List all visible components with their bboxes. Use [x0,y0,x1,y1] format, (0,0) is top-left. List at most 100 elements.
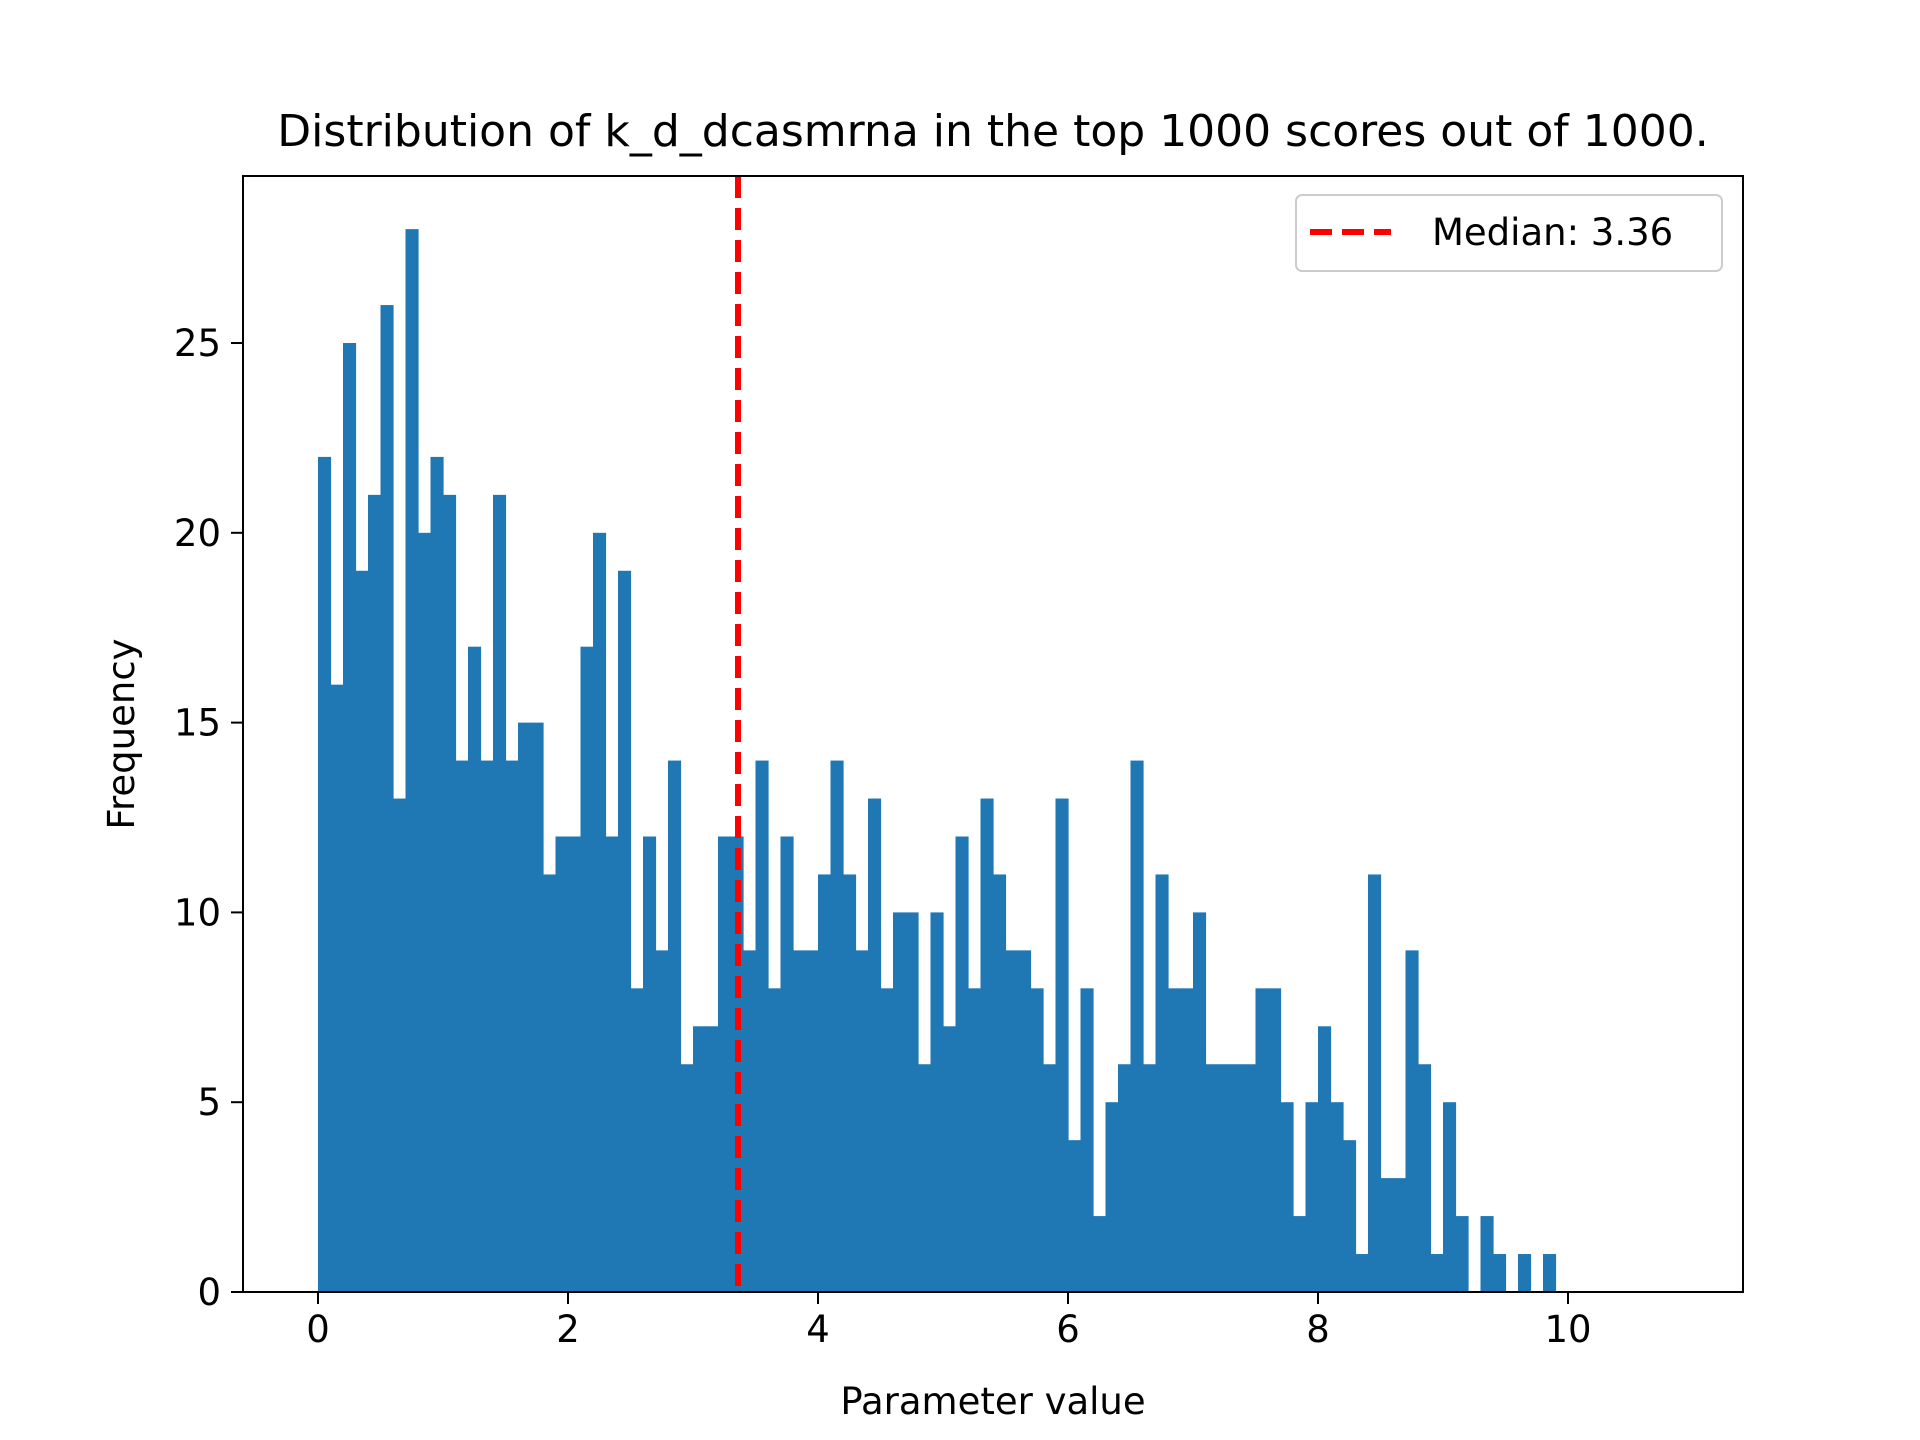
x-tick-label: 6 [1056,1308,1080,1351]
histogram-bar [1068,1140,1082,1292]
histogram-bar [830,760,844,1292]
legend: Median: 3.36 [1295,194,1723,272]
histogram-bar [980,798,994,1292]
histogram-bar [955,836,969,1292]
y-tick-label: 5 [197,1081,221,1124]
histogram-bar [430,456,444,1292]
histogram-bar [530,722,544,1292]
y-tick-label: 20 [174,512,221,555]
histogram-bar [1093,1216,1107,1292]
histogram-bar [555,836,569,1292]
histogram-bar [505,760,519,1292]
y-tick-label: 0 [197,1271,221,1314]
histogram-bar [855,950,869,1292]
legend-box [1295,194,1723,272]
histogram-bar [455,760,469,1292]
histogram-bar [943,1026,957,1292]
histogram-bar [393,798,407,1292]
histogram-bar [680,1064,694,1292]
histogram-bar [843,874,857,1292]
histogram-bar [1255,988,1269,1292]
x-tick-label: 2 [556,1308,580,1351]
histogram-bar [880,988,894,1292]
chart-title: Distribution of k_d_dcasmrna in the top … [277,106,1708,157]
histogram-bar [1455,1216,1469,1292]
histogram-bar [1355,1254,1369,1292]
x-tick-label: 10 [1544,1308,1591,1351]
histogram-bar [655,950,669,1292]
histogram-bar [1243,1064,1257,1292]
histogram-bar [718,836,732,1292]
histogram-bar [893,912,907,1292]
histogram-bar [1118,1064,1132,1292]
histogram-bar [1230,1064,1244,1292]
histogram-bar [1180,988,1194,1292]
histogram-bar [793,950,807,1292]
histogram-bar [918,1064,932,1292]
histogram-bar [1155,874,1169,1292]
histogram-bar [1130,760,1144,1292]
histogram-bar [1318,1026,1332,1292]
histogram-bar [1543,1254,1557,1292]
histogram-bar [1380,1178,1394,1292]
y-tick-label: 15 [174,702,221,745]
histogram-bar [730,836,744,1292]
histogram-bar [318,456,332,1292]
histogram-bar [905,912,919,1292]
histogram-bar [693,1026,707,1292]
histogram-bar [1018,950,1032,1292]
histogram-bar [1043,1064,1057,1292]
y-tick-label: 10 [174,891,221,934]
histogram-bar [1418,1064,1432,1292]
histogram-bar [1193,912,1207,1292]
histogram-bar [768,988,782,1292]
histogram-bar [568,836,582,1292]
histogram-bar [1368,874,1382,1292]
histogram-bar [1443,1102,1457,1292]
histogram-bar [1430,1254,1444,1292]
histogram-bar [1518,1254,1532,1292]
histogram-bar [1080,988,1094,1292]
histogram-bar [643,836,657,1292]
histogram-bar [743,950,757,1292]
histogram-bar [1343,1140,1357,1292]
histogram-bar [868,798,882,1292]
histogram-bar [630,988,644,1292]
histogram-bar [543,874,557,1292]
legend-median-label: Median: 3.36 [1432,211,1673,254]
histogram-bar [1168,988,1182,1292]
histogram-bar [1055,798,1069,1292]
histogram-bars [318,229,1557,1293]
histogram-bar [1480,1216,1494,1292]
histogram-bar [1205,1064,1219,1292]
histogram-bar [380,305,394,1292]
histogram-bar [368,494,382,1292]
axes-frame [242,175,1744,1293]
histogram-bar [668,760,682,1292]
histogram-bar [405,229,419,1293]
histogram-bar [1105,1102,1119,1292]
histogram-bar [1030,988,1044,1292]
y-tick-label: 25 [174,322,221,365]
histogram-bar [1005,950,1019,1292]
x-axis-ticks: 0 2 4 6 8 10 [306,1292,1592,1351]
histogram-bar [1293,1216,1307,1292]
histogram-bar [355,570,369,1292]
histogram-bar [1330,1102,1344,1292]
x-axis-label: Parameter value [840,1380,1145,1423]
histogram-bar [343,343,357,1293]
histogram-bar [1405,950,1419,1292]
histogram-bar [330,684,344,1292]
histogram-bar [930,912,944,1292]
histogram-bar [1393,1178,1407,1292]
histogram-bar [418,532,432,1292]
x-tick-label: 4 [806,1308,830,1351]
histogram-bar [443,494,457,1292]
histogram-bar [618,570,632,1292]
histogram-bar [968,988,982,1292]
histogram-bar [1143,1064,1157,1292]
histogram-bar [1268,988,1282,1292]
histogram-bar [705,1026,719,1292]
histogram-bar [593,532,607,1292]
